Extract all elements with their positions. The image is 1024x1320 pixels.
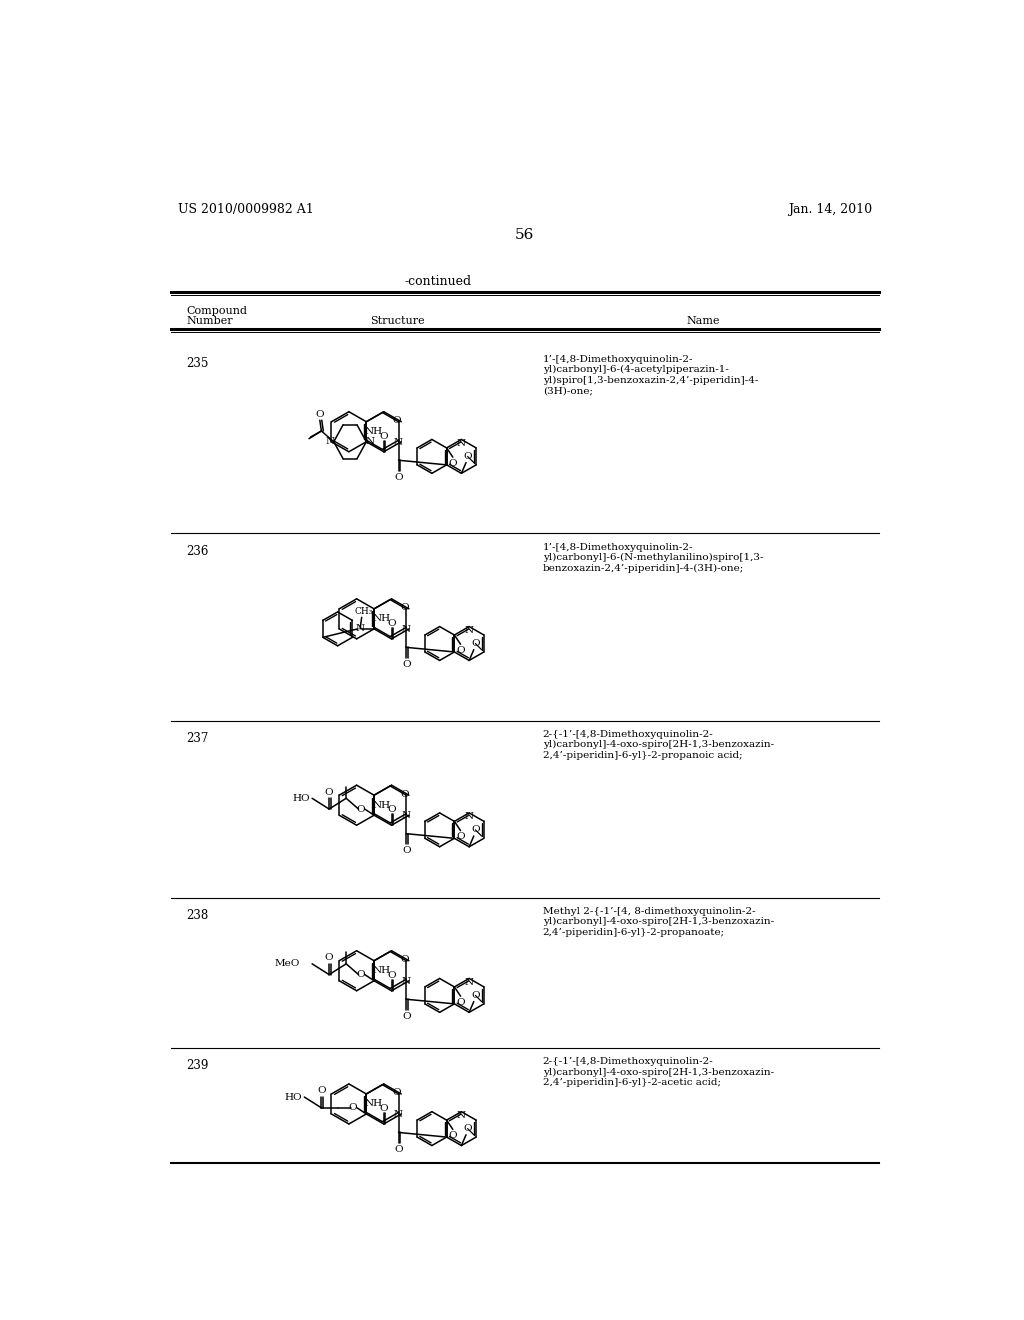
Text: HO: HO (293, 793, 310, 803)
Text: O: O (317, 1086, 326, 1096)
Text: 1’-[4,8-Dimethoxyquinolin-2-
yl)carbonyl]-6-(N-methylanilino)spiro[1,3-
benzoxaz: 1’-[4,8-Dimethoxyquinolin-2- yl)carbonyl… (543, 543, 763, 573)
Text: O: O (402, 1011, 411, 1020)
Text: 237: 237 (186, 733, 209, 744)
Text: Name: Name (686, 317, 720, 326)
Text: O: O (315, 409, 325, 418)
Text: CH₃: CH₃ (354, 607, 373, 616)
Text: 239: 239 (186, 1059, 209, 1072)
Text: HO: HO (285, 1093, 302, 1101)
Text: -continued: -continued (404, 276, 472, 289)
Text: N: N (465, 626, 474, 635)
Text: O: O (471, 825, 479, 834)
Text: O: O (449, 459, 457, 467)
Text: Jan. 14, 2010: Jan. 14, 2010 (787, 203, 872, 216)
Text: O: O (325, 953, 334, 962)
Text: NH: NH (373, 966, 391, 975)
Text: 235: 235 (186, 358, 209, 370)
Text: N: N (457, 1111, 466, 1119)
Text: US 2010/0009982 A1: US 2010/0009982 A1 (178, 203, 314, 216)
Text: O: O (356, 805, 366, 813)
Text: 2-{-1’-[4,8-Dimethoxyquinolin-2-
yl)carbonyl]-4-oxo-spiro[2H-1,3-benzoxazin-
2,4: 2-{-1’-[4,8-Dimethoxyquinolin-2- yl)carb… (543, 1057, 774, 1086)
Text: 238: 238 (186, 909, 208, 923)
Text: NH: NH (373, 801, 391, 809)
Text: O: O (387, 619, 396, 628)
Text: NH: NH (365, 1100, 383, 1109)
Text: O: O (393, 416, 401, 425)
Text: O: O (463, 1125, 472, 1133)
Text: O: O (471, 639, 479, 648)
Text: O: O (400, 603, 410, 612)
Text: N: N (465, 978, 474, 987)
Text: O: O (463, 451, 472, 461)
Text: N: N (366, 437, 375, 446)
Text: Structure: Structure (371, 317, 425, 326)
Text: N: N (394, 1110, 403, 1119)
Text: NH: NH (365, 428, 383, 436)
Text: N: N (394, 438, 403, 447)
Text: O: O (387, 972, 396, 979)
Text: MeO: MeO (274, 960, 300, 969)
Text: O: O (457, 833, 465, 841)
Text: Methyl 2-{-1’-[4, 8-dimethoxyquinolin-2-
yl)carbonyl]-4-oxo-spiro[2H-1,3-benzoxa: Methyl 2-{-1’-[4, 8-dimethoxyquinolin-2-… (543, 907, 774, 937)
Text: O: O (356, 970, 366, 979)
Text: N: N (465, 812, 474, 821)
Text: 1’-[4,8-Dimethoxyquinolin-2-
yl)carbonyl]-6-(4-acetylpiperazin-1-
yl)spiro[1,3-b: 1’-[4,8-Dimethoxyquinolin-2- yl)carbonyl… (543, 355, 758, 395)
Text: 2-{-1’-[4,8-Dimethoxyquinolin-2-
yl)carbonyl]-4-oxo-spiro[2H-1,3-benzoxazin-
2,4: 2-{-1’-[4,8-Dimethoxyquinolin-2- yl)carb… (543, 730, 774, 760)
Text: N: N (457, 438, 466, 447)
Text: NH: NH (373, 614, 391, 623)
Text: N: N (401, 626, 411, 634)
Text: N: N (401, 977, 411, 986)
Text: N: N (401, 812, 411, 821)
Text: O: O (325, 788, 334, 796)
Text: O: O (394, 473, 402, 482)
Text: N: N (326, 437, 335, 446)
Text: O: O (380, 1104, 388, 1113)
Text: O: O (449, 1131, 457, 1140)
Text: N: N (355, 624, 365, 634)
Text: O: O (402, 660, 411, 669)
Text: O: O (457, 645, 465, 655)
Text: Number: Number (186, 317, 232, 326)
Text: O: O (400, 789, 410, 799)
Text: O: O (387, 805, 396, 814)
Text: Compound: Compound (186, 306, 247, 317)
Text: O: O (349, 1104, 357, 1113)
Text: 236: 236 (186, 545, 209, 558)
Text: O: O (380, 432, 388, 441)
Text: O: O (402, 846, 411, 855)
Text: O: O (457, 998, 465, 1007)
Text: 56: 56 (515, 227, 535, 242)
Text: O: O (394, 1144, 402, 1154)
Text: O: O (400, 956, 410, 964)
Text: O: O (471, 991, 479, 999)
Text: O: O (393, 1088, 401, 1097)
